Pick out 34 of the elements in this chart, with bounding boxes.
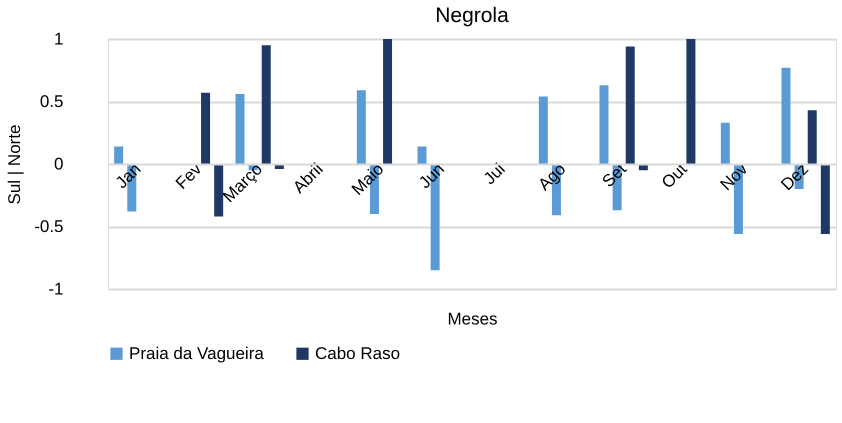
bar	[781, 68, 790, 164]
bar	[686, 39, 696, 164]
x-tick-label: Fev	[172, 159, 206, 193]
chart-title: Negrola	[435, 4, 510, 27]
x-axis-title: Meses	[447, 310, 498, 328]
x-tick-label: Out	[658, 159, 691, 192]
y-axis-title: Sul | Norte	[5, 124, 24, 205]
bar	[383, 39, 392, 164]
bar	[626, 46, 635, 164]
bar	[417, 146, 426, 164]
x-tick-label: Jun	[415, 159, 448, 192]
bar	[262, 45, 271, 164]
bar	[720, 122, 730, 164]
bar	[114, 146, 124, 164]
bar	[808, 110, 817, 164]
y-tick-label: 0.5	[40, 92, 64, 111]
legend-label: Cabo Raso	[315, 344, 400, 363]
bar	[201, 92, 210, 164]
x-tick-label: Dez	[777, 159, 812, 194]
x-tick-label: Jan	[112, 159, 145, 192]
x-tick-label: Ago	[534, 159, 570, 194]
bar	[235, 94, 244, 164]
x-tick-label: Nov	[716, 159, 752, 194]
bar	[820, 164, 830, 234]
y-tick-label: -0.5	[34, 217, 64, 236]
legend-label: Praia da Vagueira	[129, 344, 264, 363]
bar	[356, 90, 366, 164]
bar	[538, 96, 548, 164]
y-tick-label: 1	[54, 30, 64, 48]
y-tick-label: 0	[54, 154, 64, 174]
bar	[599, 85, 608, 164]
x-tick-label: Set	[598, 159, 630, 191]
y-tick-label: -1	[48, 280, 64, 298]
bar	[214, 164, 224, 216]
